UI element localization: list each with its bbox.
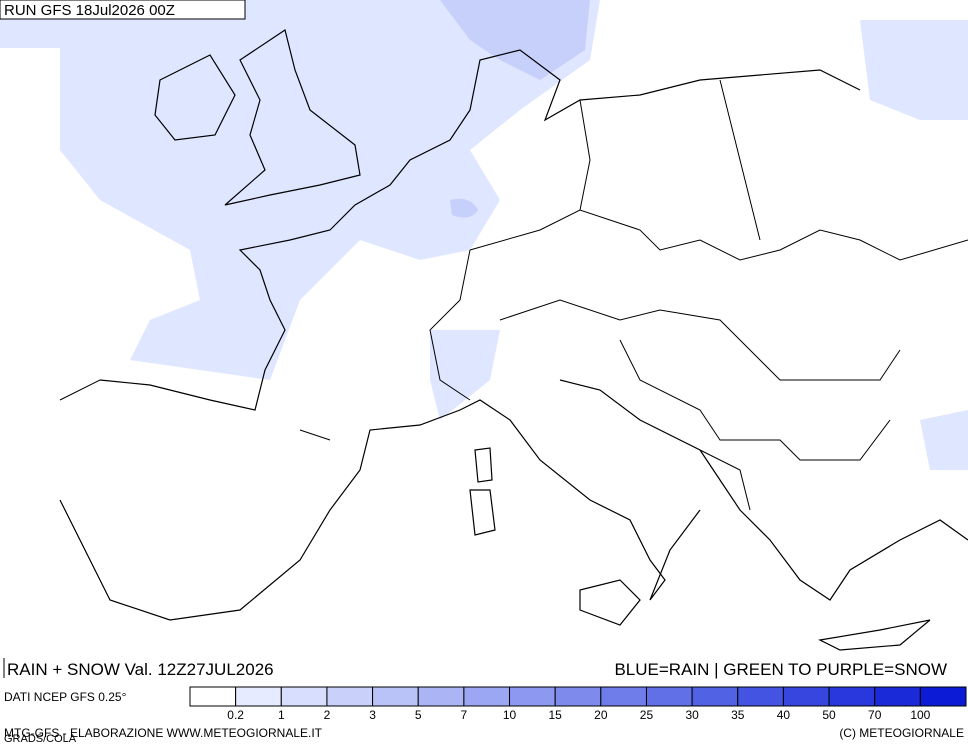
key-label: BLUE=RAIN | GREEN TO PURPLE=SNOW bbox=[614, 660, 947, 679]
credits-label: MTG-GFS - ELABORAZIONE WWW.METEOGIORNALE… bbox=[4, 726, 323, 740]
colorbar-box bbox=[691, 686, 739, 707]
borders bbox=[59, 79, 968, 511]
precipitation bbox=[0, 0, 968, 470]
colorbar-box bbox=[280, 686, 328, 707]
colorbar-label: 0.2 bbox=[227, 708, 244, 722]
colorbar-label: 25 bbox=[640, 708, 654, 722]
colorbar: 0.2 1 2 3 5 7 10 15 20 25 30 35 40 50 70 100 bbox=[189, 686, 967, 722]
colorbar-box bbox=[235, 686, 282, 707]
coastlines bbox=[59, 29, 968, 651]
software-label: GRADS/COLA bbox=[4, 733, 77, 745]
colorbar-label: 5 bbox=[415, 708, 422, 722]
colorbar-label: 30 bbox=[685, 708, 699, 722]
colorbar-box bbox=[919, 686, 967, 707]
colorbar-box bbox=[463, 686, 511, 707]
colorbar-label: 50 bbox=[822, 708, 836, 722]
colorbar-box bbox=[509, 686, 556, 707]
colorbar-box bbox=[737, 686, 784, 707]
colorbar-label: 15 bbox=[548, 708, 562, 722]
colorbar-box bbox=[326, 686, 374, 707]
colorbar-box bbox=[828, 686, 876, 707]
colorbar-box bbox=[874, 686, 921, 707]
colorbar-box bbox=[189, 686, 237, 707]
source-label: DATI NCEP GFS 0.25° bbox=[4, 690, 127, 704]
colorbar-label: 3 bbox=[369, 708, 376, 722]
copyright-label: (C) METEOGIORNALE bbox=[839, 726, 964, 740]
colorbar-label: 70 bbox=[868, 708, 882, 722]
colorbar-label: 1 bbox=[278, 708, 285, 722]
colorbar-box bbox=[600, 686, 647, 707]
colorbar-label: 40 bbox=[777, 708, 791, 722]
colorbar-box bbox=[782, 686, 830, 707]
colorbar-box bbox=[554, 686, 602, 707]
colorbar-box bbox=[417, 686, 465, 707]
colorbar-label: 100 bbox=[910, 708, 930, 722]
colorbar-label: 10 bbox=[503, 708, 517, 722]
colorbar-label: 35 bbox=[731, 708, 745, 722]
colorbar-label: 2 bbox=[324, 708, 331, 722]
colorbar-label: 7 bbox=[461, 708, 468, 722]
run-label: RUN GFS 18Jul2026 00Z bbox=[4, 2, 175, 19]
colorbar-box bbox=[372, 686, 419, 707]
field-label: RAIN + SNOW Val. 12Z27JUL2026 bbox=[7, 660, 274, 679]
colorbar-box bbox=[645, 686, 693, 707]
colorbar-label: 20 bbox=[594, 708, 608, 722]
run-box bbox=[0, 0, 246, 20]
